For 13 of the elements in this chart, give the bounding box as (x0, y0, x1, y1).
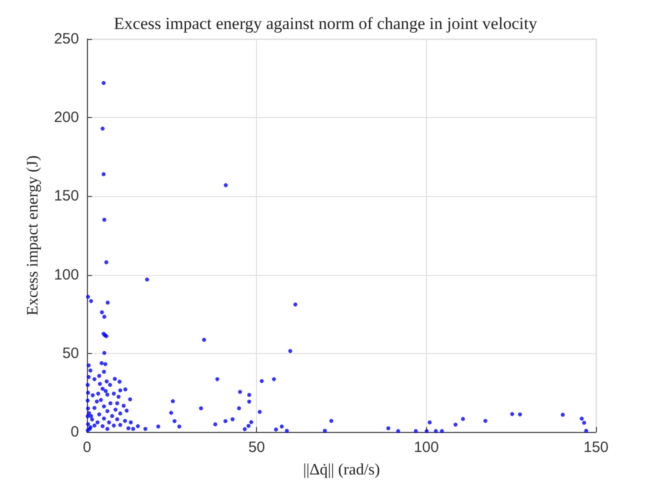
y-tick-label: 150 (54, 188, 79, 205)
y-tick-label: 250 (54, 30, 79, 48)
x-tick-label: 150 (583, 439, 609, 456)
x-tick-label: 100 (414, 439, 439, 456)
x-tick-label: 50 (248, 439, 266, 456)
x-tick-label: 0 (82, 439, 92, 456)
chart-title: Excess impact energy against norm of change in joint velocity (114, 14, 538, 33)
y-tick-label: 100 (54, 266, 79, 284)
y-tick-label: 0 (70, 424, 79, 440)
y-tick-label: 50 (62, 344, 79, 362)
y-axis-title: Excess impact energy (J) (24, 155, 42, 316)
y-tick-label: 200 (54, 109, 79, 126)
x-axis-title: ||Δq̇|| (rad/s) (303, 462, 380, 478)
